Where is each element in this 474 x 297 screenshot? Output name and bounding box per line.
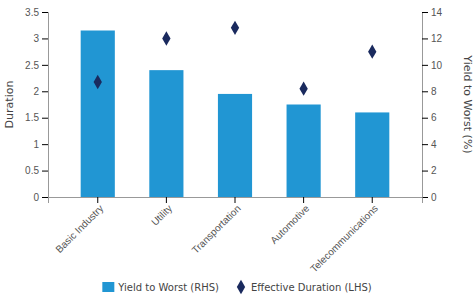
marks: [81, 21, 390, 197]
tick-mark: [422, 38, 428, 39]
tick: Automotive: [268, 197, 311, 246]
bar-series: [81, 31, 390, 198]
point: [368, 44, 376, 58]
tick: Telecommunications: [308, 197, 380, 275]
bar: [149, 70, 183, 197]
tick-mark: [42, 12, 48, 13]
tick-mark: [42, 197, 48, 198]
tick-mark: [42, 91, 48, 92]
tick-mark: [422, 91, 428, 92]
tick-label: Automotive: [268, 202, 311, 245]
legend: Yield to Worst (RHS) Effective Duration (…: [102, 280, 371, 294]
tick-label: 0: [33, 192, 39, 203]
tick-label: 1.5: [25, 112, 39, 123]
legend-swatch: [237, 280, 245, 294]
tick: 3.5: [25, 7, 48, 18]
tick: 2: [422, 165, 437, 176]
tick-mark: [42, 171, 48, 172]
tick-label: Telecommunications: [308, 203, 380, 275]
plot: 0 0.5 1 1.5 2 2.5 3 3.5 0 2 4 6 8 10 12 14 Basic Industr…: [25, 7, 442, 275]
point: [299, 81, 307, 95]
tick-label: 6: [431, 112, 437, 123]
tick-label: Transportation: [190, 203, 243, 256]
tick-label: Basic Industry: [53, 203, 105, 255]
tick-mark: [422, 12, 428, 13]
tick-label: 8: [431, 86, 437, 97]
tick: Basic Industry: [53, 197, 105, 255]
tick: Transportation: [190, 197, 243, 256]
legend-swatch: [102, 282, 114, 292]
tick-mark: [42, 144, 48, 145]
point: [162, 31, 170, 45]
tick-label: 0: [431, 192, 437, 203]
tick-label: 4: [431, 139, 437, 150]
tick: 1.5: [25, 112, 48, 123]
bar: [287, 105, 321, 198]
axis-line: [42, 13, 49, 198]
tick: 1: [33, 139, 48, 150]
y2-axis-title: Yield to Worst (%): [461, 54, 474, 153]
tick-mark: [422, 144, 428, 145]
tick-mark: [97, 197, 98, 203]
tick: 2: [33, 86, 48, 97]
tick-mark: [42, 118, 48, 119]
tick: 4: [422, 139, 437, 150]
tick-label: Utility: [149, 203, 174, 228]
tick-label: 0.5: [25, 165, 39, 176]
tick-mark: [422, 171, 428, 172]
y2-axis: 0 2 4 6 8 10 12 14: [422, 7, 443, 203]
axis-line: [49, 198, 423, 204]
tick-label: 2.5: [25, 60, 39, 71]
chart: 0 0.5 1 1.5 2 2.5 3 3.5 0 2 4 6 8 10 12 14 Basic Industr…: [0, 0, 474, 297]
tick-mark: [422, 65, 428, 66]
x-axis: Basic Industry Utility Transportation Autom…: [49, 197, 423, 275]
bar: [81, 31, 115, 198]
tick-mark: [422, 118, 428, 119]
tick: 10: [422, 60, 443, 71]
tick-label: 3: [33, 33, 39, 44]
tick-mark: [166, 197, 167, 203]
point: [94, 75, 102, 89]
tick: 14: [422, 7, 443, 18]
tick: 0: [422, 192, 437, 203]
tick: Utility: [149, 197, 174, 228]
tick: 3: [33, 33, 48, 44]
tick-mark: [235, 197, 236, 203]
tick: 12: [422, 33, 443, 44]
tick: 2.5: [25, 60, 48, 71]
tick-label: 12: [431, 33, 443, 44]
tick-label: 14: [431, 7, 443, 18]
y-axis-title: Duration: [3, 81, 16, 129]
tick: 0.5: [25, 165, 48, 176]
legend-item: Effective Duration (LHS): [237, 280, 372, 294]
tick-mark: [42, 38, 48, 39]
tick-label: 2: [33, 86, 39, 97]
tick: 6: [422, 112, 437, 123]
tick-mark: [42, 65, 48, 66]
bar: [355, 112, 389, 197]
axis-line: [423, 13, 429, 198]
legend-item: Yield to Worst (RHS): [102, 282, 219, 293]
tick: 8: [422, 86, 437, 97]
tick-label: 1: [33, 139, 39, 150]
tick-label: 3.5: [25, 7, 39, 18]
tick: 0: [33, 192, 48, 203]
tick-mark: [372, 197, 373, 203]
legend-label: Effective Duration (LHS): [251, 282, 372, 293]
tick-mark: [303, 197, 304, 203]
tick-label: 10: [431, 60, 443, 71]
point-series: [94, 21, 377, 96]
y-axis: 0 0.5 1 1.5 2 2.5 3 3.5: [25, 7, 48, 203]
legend-label: Yield to Worst (RHS): [117, 282, 219, 293]
bar: [218, 94, 252, 197]
point: [231, 21, 239, 35]
tick-label: 2: [431, 165, 437, 176]
